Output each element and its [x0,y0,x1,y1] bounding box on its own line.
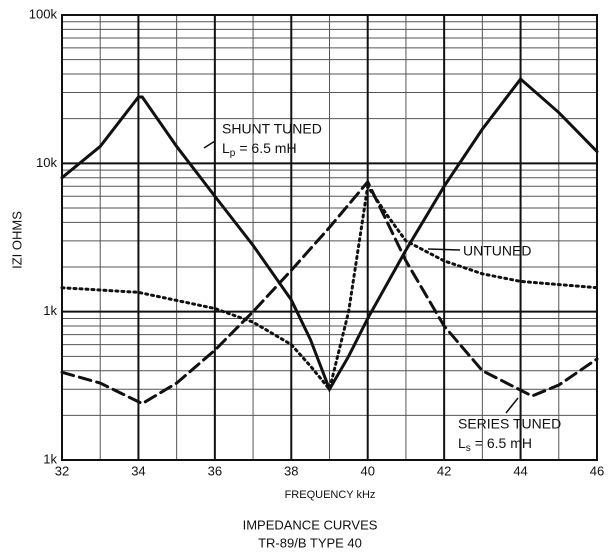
param-symbol: L [458,435,466,451]
series-line [60,179,599,406]
series-line [60,76,599,393]
series-label: SERIES TUNED [458,416,561,432]
series-param: Ls = 6.5 mH [458,435,532,454]
y-tick-label: 10k [36,155,57,170]
x-tick-label: 32 [55,463,69,478]
param-value: = 6.5 mH [239,140,296,156]
y-tick-label: 1k [43,451,57,466]
y-tick-label: 1k [43,303,57,318]
param-value: = 6.5 mH [475,435,532,451]
series-label: UNTUNED [463,243,531,259]
x-tick-label: 40 [360,463,374,478]
param-subscript: s [466,443,471,454]
x-tick-label: 44 [513,463,527,478]
caption: TR-89/B TYPE 40 [258,535,362,550]
series-label: SHUNT TUNED [222,121,322,137]
y-axis-label: IZI OHMS [9,211,24,269]
x-tick-label: 36 [208,463,222,478]
caption: IMPEDANCE CURVES [243,517,378,532]
param-symbol: L [222,140,230,156]
x-axis-label: FREQUENCY kHz [285,489,376,501]
x-tick-label: 34 [131,463,145,478]
x-tick-label: 46 [590,463,604,478]
series-param: Lp = 6.5 mH [222,140,297,159]
x-tick-label: 38 [284,463,298,478]
leader-line [505,397,519,414]
param-subscript: p [230,148,236,159]
x-tick-label: 42 [437,463,451,478]
leader-line [203,140,216,149]
plot-frame [61,14,598,461]
series-line [60,182,599,393]
y-tick-label: 100k [29,6,58,21]
